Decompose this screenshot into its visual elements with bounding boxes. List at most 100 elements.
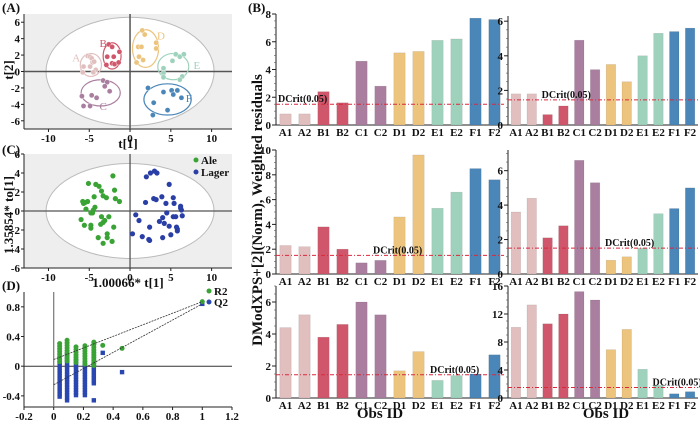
point-q2 xyxy=(64,366,70,372)
group-label-f: F xyxy=(186,93,192,105)
group-label-b: B xyxy=(99,38,106,50)
ytick-label: 6 xyxy=(498,16,504,28)
bar-d2 xyxy=(412,51,425,126)
score-point xyxy=(116,48,123,55)
bar-e1 xyxy=(431,40,444,126)
xtick-label-a2: A2 xyxy=(298,400,312,412)
point-q2 xyxy=(91,373,97,378)
point-lager xyxy=(160,235,166,241)
point-q2 xyxy=(91,398,97,403)
panel-d-xtick-label: 0.6 xyxy=(136,411,150,423)
ytick-label: 4 xyxy=(266,329,272,341)
subplot-top-left: 0 2 4 6 8 A1 A2 B1 B2 C1 C2 D1 D2 E1 E2 F1 F2 DCrit(0.05) xyxy=(266,9,504,139)
group-ellipse-b xyxy=(102,42,122,70)
ytick-label: 4 xyxy=(498,200,504,212)
point-q2 xyxy=(57,386,62,392)
point-ale xyxy=(104,231,110,237)
group-label-c: C xyxy=(99,101,106,113)
point-lager xyxy=(159,194,165,200)
xtick-label-b2: B2 xyxy=(557,127,570,139)
ytick-label: 0 xyxy=(498,393,504,405)
panel-a-xlabel: t[1] xyxy=(118,136,138,151)
ytick-label: 12 xyxy=(492,309,504,321)
point-lager xyxy=(129,231,136,237)
panel-a-ylabel: t[2] xyxy=(1,60,16,80)
score-point xyxy=(79,93,85,99)
point-q2 xyxy=(64,364,70,369)
panel-c-ytick-label: 6 xyxy=(15,149,21,161)
point-q2 xyxy=(57,373,62,379)
point-lager xyxy=(179,213,185,219)
point-q2 xyxy=(91,378,97,383)
xtick-label-e2: E2 xyxy=(652,276,665,288)
point-q2 xyxy=(64,377,70,382)
bar-e2 xyxy=(653,385,664,399)
bar-a1 xyxy=(279,327,292,399)
point-q2 xyxy=(64,387,70,393)
panel-b-ylabel: DModXPS+[2](Norm), Weighted residuals xyxy=(250,74,266,346)
point-lager xyxy=(171,200,177,206)
point-q2 xyxy=(73,390,79,395)
point-ale xyxy=(116,198,123,205)
xtick-label-a1: A1 xyxy=(509,127,522,139)
score-point xyxy=(150,99,157,106)
bar-a2 xyxy=(298,113,311,126)
regression-line-r2 xyxy=(53,301,203,360)
score-point xyxy=(79,69,86,76)
bar-c2 xyxy=(374,260,387,275)
xtick-label-d2: D2 xyxy=(412,276,426,288)
xtick-label-a1: A1 xyxy=(279,400,292,412)
xtick-label-e1: E1 xyxy=(431,127,444,139)
panel-label-c: (C) xyxy=(2,142,20,157)
point-q2 xyxy=(82,392,88,398)
panel-d-xtick-label: 1.2 xyxy=(225,411,239,423)
score-point xyxy=(110,53,117,60)
bar-e2 xyxy=(653,33,664,126)
point-q2 xyxy=(64,374,70,380)
ytick-label: 8 xyxy=(266,9,272,21)
point-q2 xyxy=(82,390,88,395)
point-q2 xyxy=(57,381,62,386)
dcrit-label: DCrit(0.05) xyxy=(430,365,479,376)
xtick-label-b1: B1 xyxy=(317,127,330,139)
bar-a1 xyxy=(510,326,521,399)
point-q2 xyxy=(73,392,79,398)
bar-c2 xyxy=(590,69,601,126)
bar-b2 xyxy=(336,102,349,126)
legend-marker-lager xyxy=(193,169,199,175)
xtick-label-d1: D1 xyxy=(393,127,406,139)
bar-d1 xyxy=(393,52,406,126)
point-lager xyxy=(147,170,154,176)
bar-c1 xyxy=(355,262,368,275)
xtick-label-b1: B1 xyxy=(541,127,554,139)
point-q2 xyxy=(73,387,79,393)
bar-c2 xyxy=(374,314,387,399)
ytick-label: 6 xyxy=(266,297,272,309)
point-lager xyxy=(147,237,153,244)
ytick-label: 0 xyxy=(266,120,272,132)
regression-line-q2 xyxy=(53,303,203,386)
bar-d1 xyxy=(605,259,616,275)
point-q2 xyxy=(91,381,97,386)
point-lager xyxy=(139,234,145,240)
xtick-label-c1: C1 xyxy=(355,400,368,412)
point-lager xyxy=(154,170,160,176)
score-point xyxy=(176,53,183,60)
bar-f2 xyxy=(488,19,501,126)
xtick-label-a2: A2 xyxy=(298,276,312,288)
xtick-label-d1: D1 xyxy=(604,127,617,139)
ytick-label: 8 xyxy=(498,337,504,349)
point-lager xyxy=(178,207,185,213)
xtick-label-f1: F1 xyxy=(469,127,481,139)
panel-c-ytick-label: 4 xyxy=(15,168,21,180)
bar-a2 xyxy=(298,314,311,399)
ytick-label: 4 xyxy=(498,365,504,377)
bar-f2 xyxy=(488,354,501,399)
point-ale xyxy=(112,196,118,202)
xtick-label-e2: E2 xyxy=(652,400,665,412)
xtick-label-a1: A1 xyxy=(509,400,522,412)
score-point xyxy=(153,45,159,52)
xtick-label-a1: A1 xyxy=(279,127,292,139)
